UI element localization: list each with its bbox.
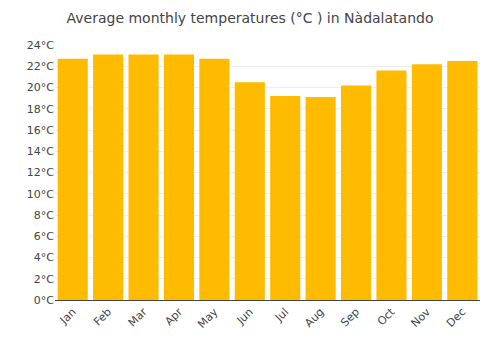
- svg-text:2°C: 2°C: [34, 273, 54, 286]
- svg-text:0°C: 0°C: [34, 294, 54, 307]
- svg-text:22°C: 22°C: [27, 60, 54, 73]
- svg-text:Jan: Jan: [57, 306, 79, 328]
- svg-text:Sep: Sep: [338, 306, 362, 330]
- svg-text:Oct: Oct: [375, 305, 398, 328]
- svg-text:Jun: Jun: [234, 305, 256, 327]
- svg-text:4°C: 4°C: [34, 251, 54, 264]
- svg-text:Aug: Aug: [302, 306, 326, 330]
- svg-text:Nov: Nov: [409, 305, 434, 330]
- svg-text:Dec: Dec: [444, 306, 468, 330]
- svg-text:Average monthly temperatures (: Average monthly temperatures (°C ) in Nà…: [67, 10, 434, 26]
- svg-text:8°C: 8°C: [34, 209, 54, 222]
- svg-text:24°C: 24°C: [27, 39, 54, 52]
- svg-text:Mar: Mar: [126, 305, 150, 329]
- svg-text:Feb: Feb: [91, 306, 114, 329]
- svg-text:14°C: 14°C: [27, 145, 54, 158]
- svg-text:Jul: Jul: [272, 306, 291, 325]
- svg-text:Apr: Apr: [162, 305, 185, 328]
- svg-text:18°C: 18°C: [27, 103, 54, 116]
- svg-text:12°C: 12°C: [27, 166, 54, 179]
- svg-text:16°C: 16°C: [27, 124, 54, 137]
- svg-text:6°C: 6°C: [34, 230, 54, 243]
- svg-text:10°C: 10°C: [27, 188, 54, 201]
- svg-text:20°C: 20°C: [27, 81, 54, 94]
- svg-text:May: May: [195, 305, 221, 331]
